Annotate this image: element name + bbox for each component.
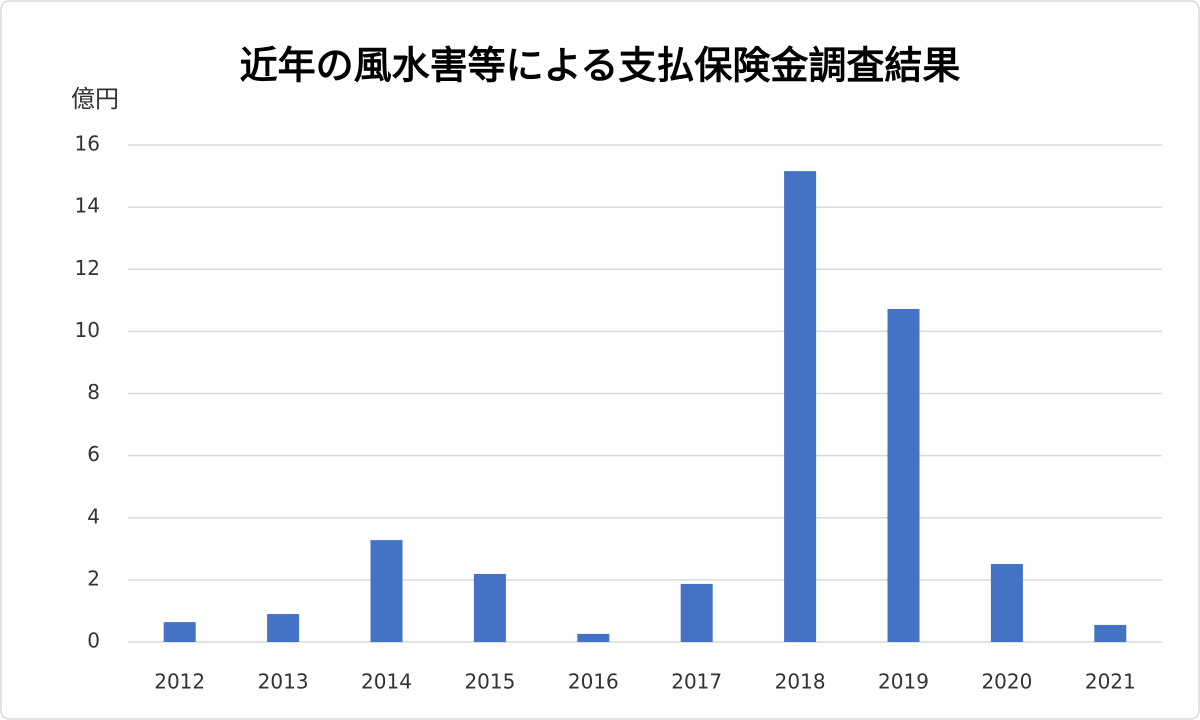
bar [990, 564, 1023, 642]
y-tick-label: 8 [87, 380, 100, 404]
y-tick-label: 0 [87, 629, 100, 653]
x-tick-label: 2017 [671, 670, 722, 694]
bar [370, 540, 403, 642]
bar [577, 633, 610, 642]
bar [473, 573, 506, 642]
x-tick-label: 2013 [258, 670, 309, 694]
bar [784, 171, 817, 642]
y-tick-label: 2 [87, 566, 100, 590]
y-tick-label: 14 [75, 194, 100, 218]
bar [163, 622, 196, 642]
bar [680, 583, 713, 642]
x-tick-label: 2014 [361, 670, 412, 694]
x-tick-label: 2015 [464, 670, 515, 694]
bar [1094, 624, 1127, 642]
y-tick-label: 6 [87, 442, 100, 466]
x-tick-label: 2016 [568, 670, 619, 694]
y-axis-label: 億円 [71, 85, 119, 113]
x-tick-label: 2021 [1085, 670, 1136, 694]
x-tick-label: 2020 [981, 670, 1032, 694]
x-tick-label: 2019 [878, 670, 929, 694]
x-tick-label: 2012 [154, 670, 205, 694]
y-tick-label: 12 [75, 256, 100, 280]
y-tick-label: 16 [75, 132, 100, 156]
bar [887, 309, 920, 642]
bar [267, 614, 300, 642]
y-tick-label: 4 [87, 504, 100, 528]
x-tick-label: 2018 [775, 670, 826, 694]
y-tick-label: 10 [75, 318, 100, 342]
chart-title: 近年の風水害等による支払保険金調査結果 [240, 44, 961, 88]
